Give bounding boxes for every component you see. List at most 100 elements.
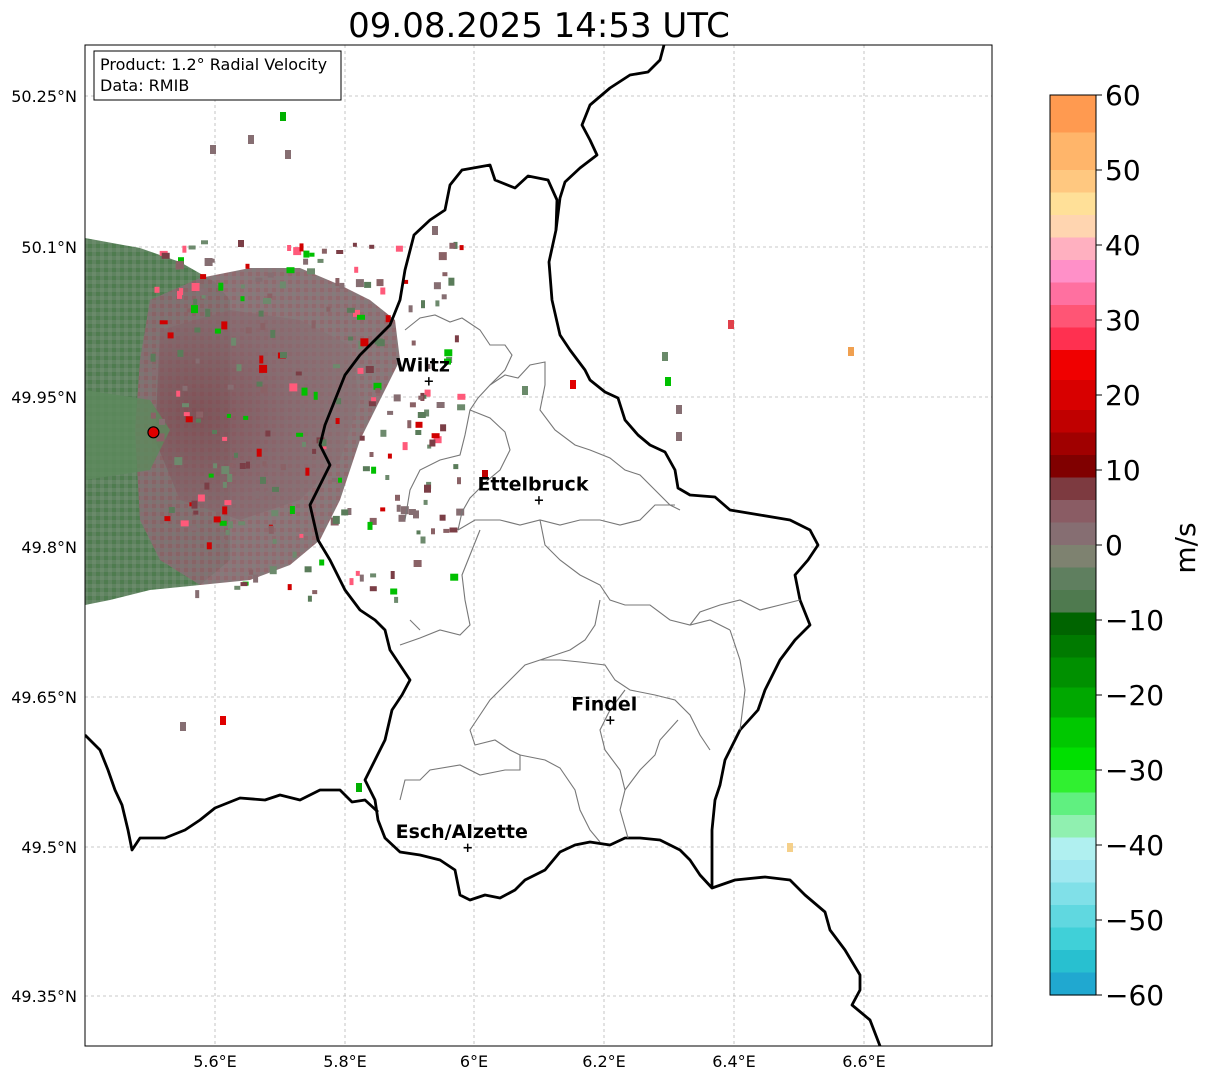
echo-speckle — [270, 329, 276, 338]
lat-tick: 50.1°N — [21, 238, 77, 257]
colorbar-band — [1050, 612, 1096, 636]
echo-speckle — [286, 267, 295, 274]
colorbar-band — [1050, 860, 1096, 884]
echo-speckle — [255, 277, 263, 282]
echo-speckle — [289, 506, 295, 514]
colorbar-band — [1050, 455, 1096, 479]
echo-speckle — [218, 282, 224, 291]
echo-speckle — [301, 405, 305, 413]
echo-speckle — [433, 282, 441, 290]
echo-speckle — [311, 320, 316, 329]
echo-speckle — [449, 242, 456, 249]
lat-tick: 49.5°N — [21, 838, 77, 857]
echo-speckle — [347, 508, 352, 515]
echo-speckle — [164, 516, 171, 522]
echo-speckle — [196, 411, 204, 418]
echo-speckle — [368, 401, 376, 407]
echo-speckle — [174, 457, 183, 466]
echo-speckle — [150, 412, 156, 419]
echo-speckle — [409, 402, 416, 408]
echo-speckle — [186, 308, 192, 313]
echo-speckle — [424, 409, 430, 417]
echo-speckle — [212, 430, 217, 434]
echo-dark-core — [155, 310, 360, 520]
echo-speckle — [439, 514, 446, 521]
colorbar-band — [1050, 410, 1096, 434]
echo-speckle — [210, 145, 216, 154]
echo-speckle — [425, 364, 431, 369]
echo-speckle — [376, 279, 384, 287]
echo-speckle — [182, 245, 187, 253]
colorbar-tick-label: −10 — [1105, 604, 1164, 637]
echo-near-radar — [85, 390, 170, 480]
echo-speckle — [570, 380, 576, 389]
echo-speckle — [367, 521, 373, 530]
colorbar-band — [1050, 522, 1096, 546]
echo-speckle — [191, 500, 198, 509]
echo-speckle — [258, 310, 264, 317]
colorbar-band — [1050, 717, 1096, 749]
echo-speckle — [424, 484, 431, 493]
echo-speckle — [440, 424, 447, 432]
colorbar-band — [1050, 260, 1096, 284]
city-label: Wiltz — [396, 354, 450, 376]
colorbar-band — [1050, 192, 1096, 216]
echo-speckle — [231, 337, 237, 346]
echo-speckle — [307, 268, 315, 275]
radar-site-marker[interactable] — [147, 426, 160, 439]
echo-speckle — [369, 244, 375, 249]
echo-speckle — [234, 585, 241, 590]
echo-speckle — [370, 573, 377, 578]
country-borders — [85, 45, 882, 1046]
colorbar-band — [1050, 815, 1096, 839]
echo-speckle — [188, 245, 196, 250]
echo-speckle — [438, 252, 447, 261]
echo-speckle — [271, 510, 279, 517]
echo-speckle — [369, 586, 377, 592]
echo-speckle — [432, 226, 438, 235]
colorbar-band — [1050, 792, 1096, 816]
echo-speckle — [260, 385, 268, 394]
echo-speckle — [453, 464, 459, 470]
echo-speckle — [168, 507, 175, 513]
echo-speckle — [362, 466, 370, 472]
echo-speckle — [456, 508, 465, 516]
echo-speckle — [296, 432, 304, 437]
colorbar-tick-label: −20 — [1105, 679, 1164, 712]
echo-speckle — [200, 274, 207, 280]
echo-speckle — [433, 436, 442, 444]
echo-speckle — [387, 410, 394, 415]
echo-speckle — [256, 448, 262, 457]
echo-speckle — [293, 247, 302, 256]
echo-speckle — [259, 364, 268, 373]
echo-speckle — [197, 494, 205, 502]
echo-speckle — [375, 388, 381, 394]
echo-speckle — [431, 433, 440, 439]
echo-speckle — [424, 389, 431, 397]
colorbar-band — [1050, 132, 1096, 171]
echo-speckle — [398, 514, 406, 522]
echo-speckle — [172, 319, 177, 326]
echo-speckle — [262, 461, 267, 467]
echo-speckle — [227, 384, 234, 390]
echo-speckle — [339, 282, 345, 289]
echo-speckle — [280, 464, 286, 471]
city-labels: +Wiltz+Ettelbruck+Findel+Esch/Alzette — [396, 354, 638, 855]
colorbar-band — [1050, 500, 1096, 524]
echo-speckle — [369, 452, 374, 457]
colorbar-band — [1050, 350, 1096, 381]
echo-speckle — [317, 258, 324, 263]
echo-speckle — [448, 277, 455, 286]
echo-speckle — [222, 436, 228, 441]
echo-speckle — [289, 383, 298, 392]
echo-speckle — [267, 272, 274, 278]
echo-speckle — [272, 486, 279, 492]
echo-speckle — [319, 559, 325, 566]
echo-speckle — [352, 242, 357, 247]
echo-speckle — [221, 466, 230, 475]
echo-speckle — [238, 240, 244, 247]
district-borders — [399, 314, 801, 843]
belgium-france-border — [85, 734, 379, 852]
echo-speckle — [360, 338, 369, 347]
echo-speckle — [313, 391, 318, 400]
